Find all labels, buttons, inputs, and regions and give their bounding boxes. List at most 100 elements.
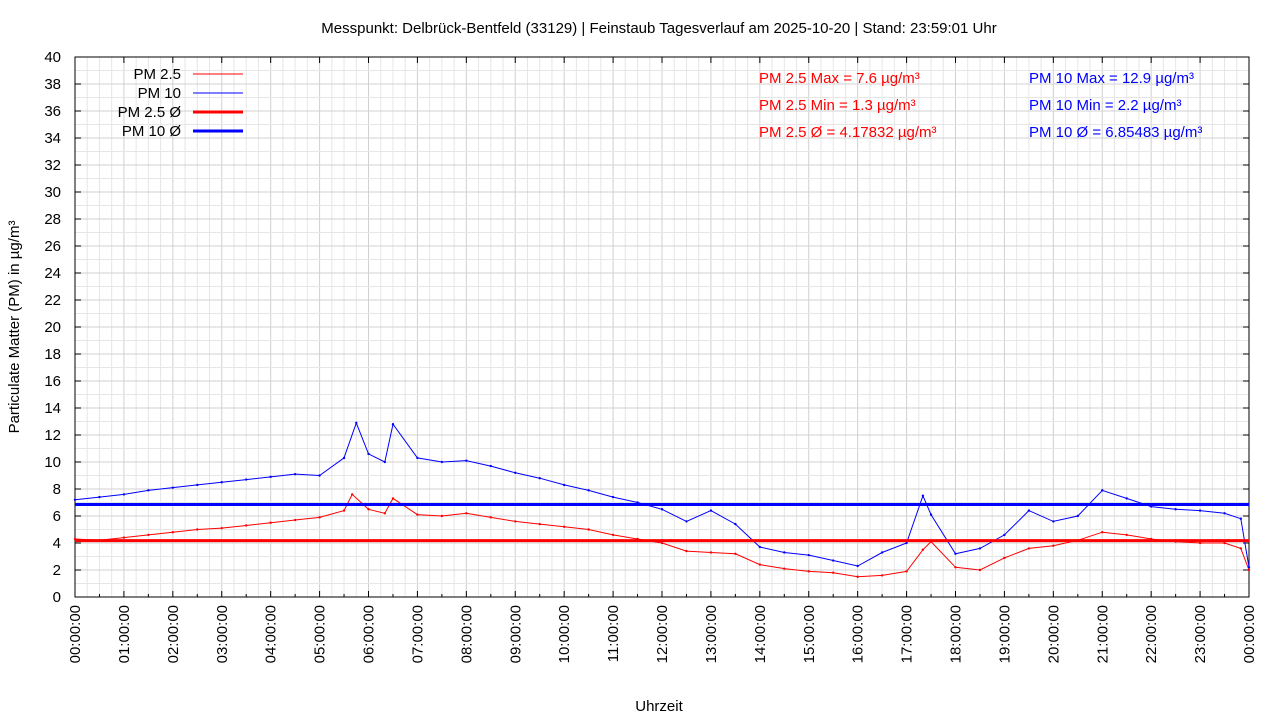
stat-annotation: PM 10 Max = 12.9 µg/m³ <box>1029 70 1194 87</box>
data-point <box>350 493 354 496</box>
data-point <box>355 421 358 425</box>
data-point <box>921 548 925 551</box>
data-point <box>685 549 688 553</box>
data-point <box>1027 509 1031 512</box>
legend-label: PM 10 Ø <box>122 123 182 140</box>
x-tick-label: 06:00:00 <box>361 605 378 663</box>
data-point <box>1239 547 1243 550</box>
data-point <box>587 489 590 492</box>
data-point <box>880 551 884 554</box>
x-tick-label: 00:00:00 <box>67 605 84 663</box>
data-point <box>929 513 933 516</box>
data-point <box>489 516 492 519</box>
data-point <box>318 516 321 519</box>
y-tick-label: 24 <box>44 265 61 282</box>
data-point <box>196 483 199 487</box>
annotations: PM 2.5 Max = 7.6 µg/m³ PM 2.5 Min = 1.3 µ… <box>759 70 1202 141</box>
data-point <box>416 456 419 460</box>
data-point <box>1052 520 1055 523</box>
data-point <box>171 486 175 489</box>
x-tick-label: 10:00:00 <box>556 605 573 663</box>
x-tick-label: 07:00:00 <box>409 605 426 663</box>
data-point <box>367 508 370 511</box>
data-point <box>611 533 615 537</box>
data-point <box>758 563 762 566</box>
data-point <box>783 567 786 570</box>
data-point <box>1101 489 1104 492</box>
data-point <box>514 520 517 523</box>
x-tick-label: 08:00:00 <box>458 605 475 663</box>
data-point <box>98 495 101 499</box>
legend-label: PM 2.5 <box>133 66 181 83</box>
x-tick-label: 15:00:00 <box>801 605 818 663</box>
data-point <box>196 528 199 531</box>
data-point <box>440 514 444 518</box>
x-tick-label: 12:00:00 <box>654 605 671 663</box>
x-tick-label: 21:00:00 <box>1094 605 1111 663</box>
x-tick-label: 18:00:00 <box>948 605 965 663</box>
data-point <box>245 478 248 481</box>
data-point <box>562 525 566 528</box>
x-axis-label: Uhrzeit <box>635 698 683 715</box>
data-point <box>880 574 884 577</box>
y-tick-label: 30 <box>44 184 61 201</box>
data-point <box>709 509 713 512</box>
data-point <box>1198 541 1202 545</box>
x-tick-label: 14:00:00 <box>752 605 769 663</box>
data-point <box>171 531 175 534</box>
stat-annotation: PM 2.5 Min = 1.3 µg/m³ <box>759 97 916 114</box>
data-point <box>538 522 541 526</box>
x-tick-label: 23:00:00 <box>1192 605 1209 663</box>
y-tick-label: 36 <box>44 103 61 120</box>
legend-label: PM 10 <box>138 85 181 102</box>
data-point <box>832 559 835 562</box>
data-point <box>685 520 688 523</box>
y-axis-label: Particulate Matter (PM) in µg/m³ <box>6 221 23 434</box>
data-point <box>147 533 150 537</box>
data-point <box>1076 514 1079 518</box>
x-tick-label: 22:00:00 <box>1143 605 1160 663</box>
data-point <box>611 495 615 499</box>
legend: PM 2.5 PM 10 PM 2.5 Ø PM 10 Ø <box>118 66 243 140</box>
data-point <box>318 474 321 477</box>
x-tick-label: 19:00:00 <box>996 605 1013 663</box>
data-point <box>921 494 925 497</box>
data-point <box>514 471 517 474</box>
data-point <box>954 566 957 569</box>
x-tick-label: 05:00:00 <box>312 605 329 663</box>
data-point <box>1003 533 1006 537</box>
x-tick-label: 04:00:00 <box>263 605 280 663</box>
data-point <box>783 551 786 554</box>
data-point <box>1198 509 1202 512</box>
x-tick-label: 01:00:00 <box>116 605 133 663</box>
axes: 024681012141618202224262830323436384000:… <box>44 49 1258 663</box>
data-point <box>1003 556 1006 560</box>
data-point <box>269 521 272 524</box>
data-point <box>832 571 835 574</box>
data-point <box>1247 566 1251 569</box>
stat-annotation: PM 10 Min = 2.2 µg/m³ <box>1029 97 1181 114</box>
data-point <box>1125 497 1128 500</box>
data-point <box>147 489 150 492</box>
data-point <box>489 464 492 468</box>
data-point <box>734 552 737 555</box>
data-point <box>856 564 859 568</box>
data-point <box>73 498 77 501</box>
y-tick-label: 26 <box>44 238 61 255</box>
x-tick-label: 03:00:00 <box>214 605 231 663</box>
data-point <box>1101 531 1104 534</box>
data-point <box>391 497 395 500</box>
data-point <box>807 553 810 557</box>
data-point <box>660 541 664 545</box>
stat-annotation: PM 10 Ø = 6.85483 µg/m³ <box>1029 124 1202 141</box>
y-tick-label: 14 <box>44 400 61 417</box>
data-point <box>954 552 957 555</box>
data-point <box>245 524 248 527</box>
data-point <box>342 456 346 460</box>
data-point <box>1247 568 1251 572</box>
data-point <box>1027 547 1031 550</box>
y-tick-label: 2 <box>53 562 61 579</box>
y-tick-label: 0 <box>53 589 61 606</box>
data-point <box>465 459 468 462</box>
